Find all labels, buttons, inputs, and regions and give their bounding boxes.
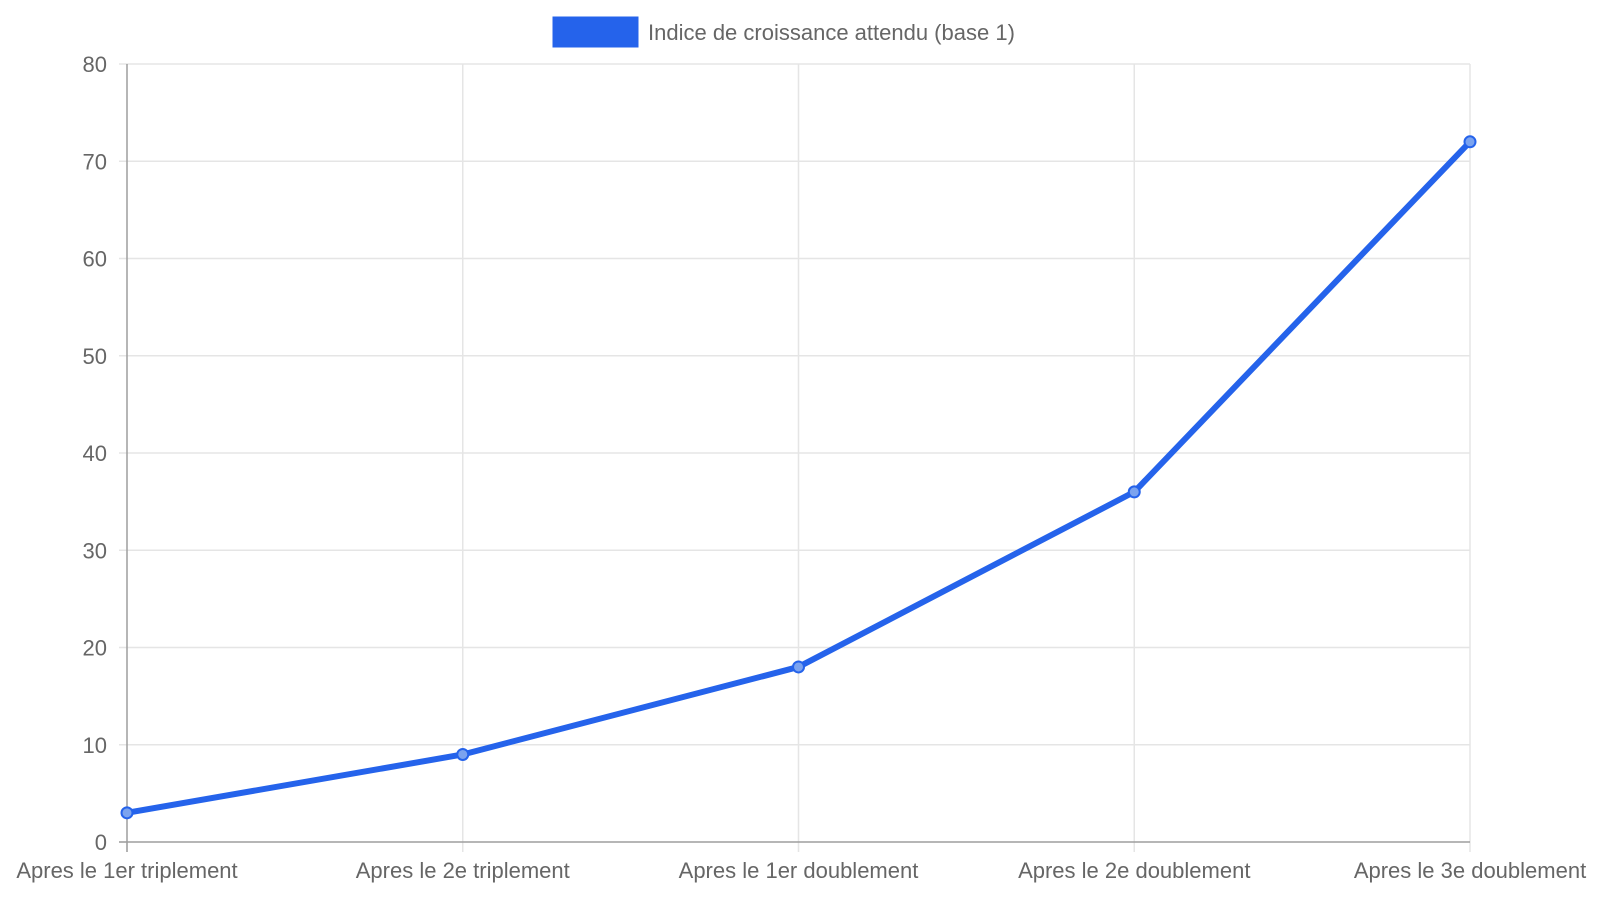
data-point[interactable] xyxy=(456,747,470,761)
y-tick-label: 70 xyxy=(83,149,107,174)
data-points xyxy=(120,135,1477,820)
x-tick-label: Apres le 2e triplement xyxy=(356,858,570,883)
y-tick-label: 0 xyxy=(95,830,107,855)
x-tick-label: Apres le 1er triplement xyxy=(16,858,237,883)
y-tick-label: 30 xyxy=(83,538,107,563)
data-point[interactable] xyxy=(1463,135,1477,149)
legend[interactable]: Indice de croissance attendu (base 1) xyxy=(552,16,1015,48)
x-tick-label: Apres le 3e doublement xyxy=(1354,858,1586,883)
legend-label[interactable]: Indice de croissance attendu (base 1) xyxy=(648,20,1015,45)
y-tick-label: 60 xyxy=(83,247,107,272)
grid-lines xyxy=(127,63,1471,842)
y-tick-label: 50 xyxy=(83,344,107,369)
y-tick-label: 20 xyxy=(83,636,107,661)
data-point[interactable] xyxy=(792,660,805,674)
data-point[interactable] xyxy=(1127,485,1141,499)
legend-swatch[interactable] xyxy=(552,16,639,48)
y-tick-labels: 0 10 20 30 40 50 60 70 80 xyxy=(83,52,107,855)
x-tick-labels: Apres le 1er triplement Apres le 2e tripl… xyxy=(16,858,1586,883)
y-tick-label: 10 xyxy=(83,733,107,758)
data-point[interactable] xyxy=(120,806,134,820)
y-tick-label: 40 xyxy=(83,441,107,466)
x-tick-label: Apres le 1er doublement xyxy=(679,858,919,883)
y-tick-label: 80 xyxy=(83,52,107,77)
x-tick-label: Apres le 2e doublement xyxy=(1018,858,1250,883)
axes xyxy=(119,63,1471,852)
